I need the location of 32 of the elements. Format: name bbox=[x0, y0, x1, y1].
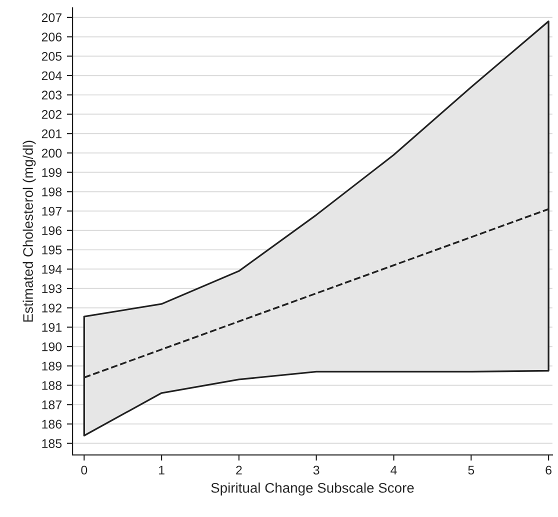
y-tick-label: 192 bbox=[42, 304, 62, 312]
x-axis-title: Spiritual Change Subscale Score bbox=[211, 482, 414, 496]
x-tick-label: 5 bbox=[468, 466, 474, 475]
x-tick-label: 6 bbox=[546, 466, 552, 475]
y-tick-label: 197 bbox=[42, 206, 62, 216]
y-tick-label: 207 bbox=[42, 13, 62, 22]
y-tick-label: 198 bbox=[42, 187, 62, 196]
x-tick-label: 4 bbox=[390, 466, 397, 474]
y-tick-label: 206 bbox=[42, 32, 62, 42]
y-tick-label: 191 bbox=[42, 322, 62, 332]
x-tick-label: 1 bbox=[159, 466, 164, 474]
y-tick-label: 194 bbox=[42, 264, 62, 274]
x-tick-label: 2 bbox=[236, 466, 242, 474]
y-tick-label: 195 bbox=[42, 246, 62, 254]
x-tick-label: 0 bbox=[81, 466, 88, 475]
y-tick-label: 205 bbox=[42, 52, 62, 61]
y-tick-label: 199 bbox=[42, 168, 62, 177]
y-tick-label: 202 bbox=[42, 110, 62, 119]
y-tick-label: 193 bbox=[42, 284, 62, 294]
y-tick-label: 186 bbox=[42, 420, 62, 429]
y-tick-label: 203 bbox=[42, 90, 62, 100]
y-tick-label: 189 bbox=[42, 362, 62, 371]
x-tick-label: 3 bbox=[313, 466, 320, 475]
y-tick-label: 187 bbox=[42, 400, 62, 410]
y-tick-label: 204 bbox=[42, 71, 62, 80]
y-tick-label: 201 bbox=[42, 129, 62, 138]
y-tick-label: 200 bbox=[42, 148, 62, 158]
y-tick-label: 188 bbox=[42, 381, 62, 390]
y-tick-label: 190 bbox=[42, 342, 62, 352]
y-tick-label: 185 bbox=[42, 439, 62, 448]
y-tick-label: 196 bbox=[42, 226, 62, 236]
y-axis-title: Estimated Cholesterol (mg/dl) bbox=[22, 140, 36, 322]
